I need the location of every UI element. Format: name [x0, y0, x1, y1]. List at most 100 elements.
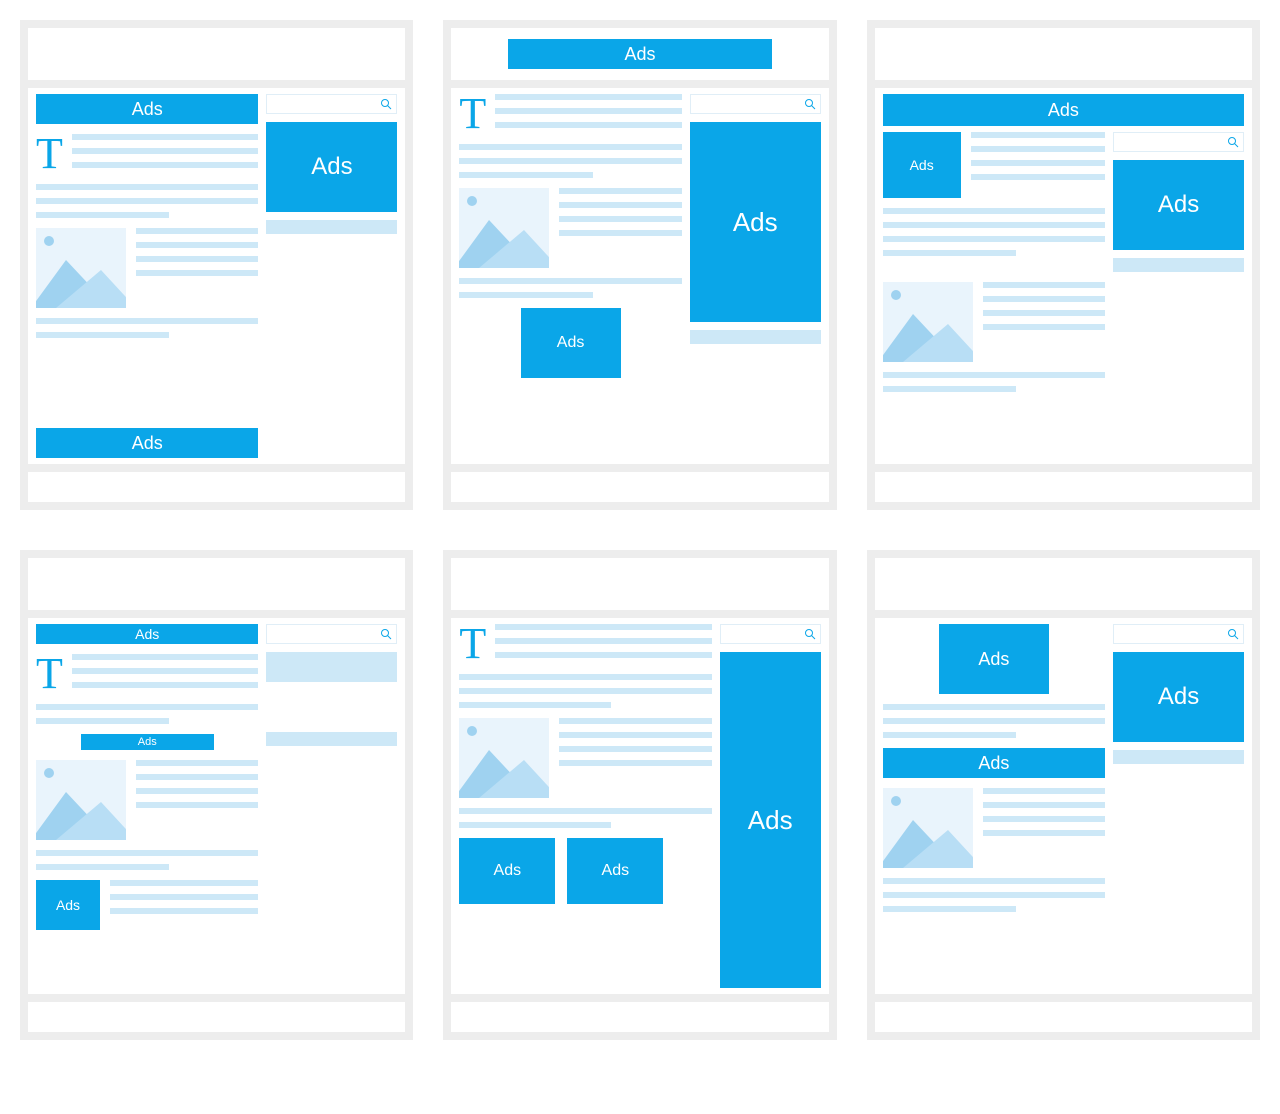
ad-square-pair-2: Ads [567, 838, 663, 904]
text-line [110, 880, 258, 886]
text-line [971, 132, 1105, 138]
search-input[interactable] [266, 94, 397, 114]
text-line [559, 732, 711, 738]
text-line [459, 158, 681, 164]
header-bar [28, 558, 405, 618]
ad-slim-banner: Ads [36, 624, 258, 644]
text-line [883, 386, 1016, 392]
layouts-grid: Ads T [20, 20, 1260, 1040]
text-line [459, 674, 711, 680]
text-line [883, 372, 1105, 378]
search-input[interactable] [720, 624, 821, 644]
search-icon [380, 98, 392, 110]
text-line [983, 282, 1105, 288]
sidebar-stub [1113, 258, 1244, 272]
search-input[interactable] [1113, 132, 1244, 152]
footer-bar [28, 994, 405, 1032]
header-bar [875, 28, 1252, 88]
footer-bar [875, 994, 1252, 1032]
text-line [459, 278, 681, 284]
text-line [983, 788, 1105, 794]
text-line [983, 296, 1105, 302]
dropcap-icon: T [459, 624, 487, 664]
text-line [459, 144, 681, 150]
text-line [136, 802, 258, 808]
text-line [136, 242, 258, 248]
ad-square-sidebar: Ads [266, 122, 397, 212]
header-bar [875, 558, 1252, 618]
ad-micro-banner: Ads [81, 734, 214, 750]
ad-header-banner: Ads [508, 39, 772, 69]
footer-bar [875, 464, 1252, 502]
header-bar: Ads [451, 28, 828, 88]
text-line [136, 760, 258, 766]
sidebar-stub [266, 220, 397, 234]
search-icon [380, 628, 392, 640]
text-line [459, 172, 592, 178]
search-input[interactable] [266, 624, 397, 644]
text-line [72, 148, 258, 154]
image-placeholder-icon [36, 760, 126, 840]
text-line [971, 174, 1105, 180]
sidebar-stub [1113, 750, 1244, 764]
text-line [983, 310, 1105, 316]
text-line [495, 638, 711, 644]
search-icon [1227, 136, 1239, 148]
text-line [559, 230, 681, 236]
footer-bar [451, 994, 828, 1032]
layout-pane-5: T [443, 550, 836, 1040]
text-line [495, 108, 681, 114]
search-icon [804, 628, 816, 640]
text-line [136, 256, 258, 262]
header-bar [28, 28, 405, 88]
text-line [36, 704, 258, 710]
image-placeholder-icon [459, 188, 549, 268]
text-line [559, 188, 681, 194]
text-line [983, 802, 1105, 808]
dropcap-icon: T [459, 94, 487, 134]
ad-square-sidebar: Ads [1113, 160, 1244, 250]
dropcap-icon: T [36, 134, 64, 174]
sidebar-stub [266, 652, 397, 682]
layout-pane-6: Ads Ads [867, 550, 1260, 1040]
image-placeholder-icon [459, 718, 549, 798]
text-line [459, 688, 711, 694]
text-line [459, 292, 592, 298]
ad-banner-top: Ads [36, 94, 258, 124]
text-line [559, 718, 711, 724]
text-line [136, 788, 258, 794]
text-line [110, 908, 258, 914]
text-line [495, 652, 711, 658]
header-bar [451, 558, 828, 618]
text-line [136, 228, 258, 234]
text-line [110, 894, 258, 900]
layout-pane-1: Ads T [20, 20, 413, 510]
search-input[interactable] [1113, 624, 1244, 644]
text-line [72, 668, 258, 674]
image-placeholder-icon [883, 788, 973, 868]
ad-square-top-center: Ads [939, 624, 1049, 694]
footer-bar [28, 464, 405, 502]
layout-pane-3: Ads Ads [867, 20, 1260, 510]
ad-square-sidebar: Ads [1113, 652, 1244, 742]
text-line [883, 718, 1105, 724]
text-line [883, 250, 1016, 256]
image-placeholder-icon [883, 282, 973, 362]
text-line [136, 270, 258, 276]
dropcap-icon: T [36, 654, 64, 694]
search-input[interactable] [690, 94, 821, 114]
text-line [72, 162, 258, 168]
ad-tall-sidebar: Ads [690, 122, 821, 322]
text-line [983, 830, 1105, 836]
text-line [559, 216, 681, 222]
layout-pane-2: Ads T [443, 20, 836, 510]
text-line [559, 760, 711, 766]
ad-banner-bottom: Ads [36, 428, 258, 458]
text-line [971, 146, 1105, 152]
layout-pane-4: Ads T Ads [20, 550, 413, 1040]
text-line [459, 702, 610, 708]
search-icon [804, 98, 816, 110]
text-line [883, 208, 1105, 214]
search-icon [1227, 628, 1239, 640]
text-line [883, 892, 1105, 898]
